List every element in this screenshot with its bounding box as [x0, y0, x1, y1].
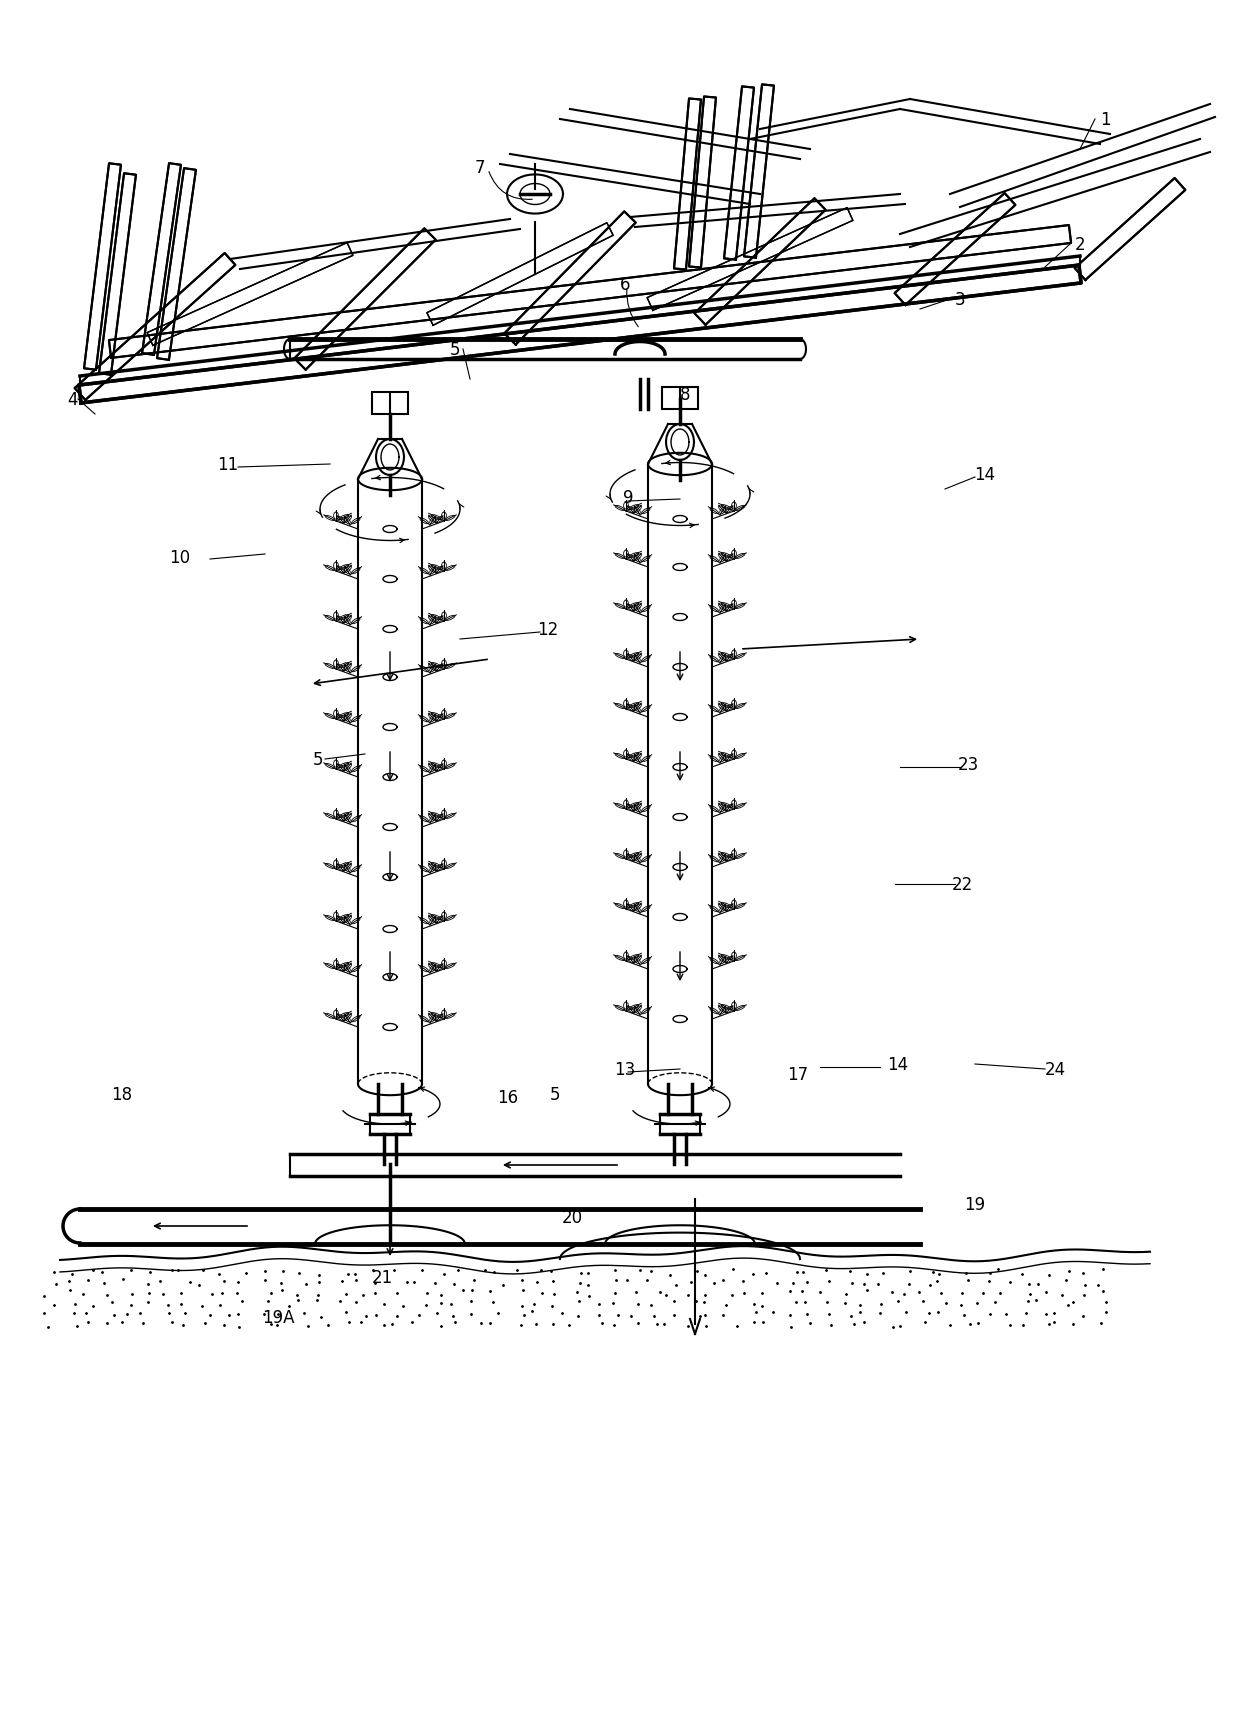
Text: 14: 14 — [975, 466, 996, 483]
Text: 14: 14 — [888, 1056, 909, 1073]
Bar — [662, 387, 698, 410]
Text: 22: 22 — [951, 876, 972, 893]
Text: 4: 4 — [67, 391, 77, 408]
Bar — [372, 393, 408, 415]
Text: 11: 11 — [217, 456, 238, 473]
Text: 24: 24 — [1044, 1061, 1065, 1078]
Text: 5: 5 — [549, 1085, 560, 1104]
Text: 19A: 19A — [262, 1308, 294, 1327]
Text: 19: 19 — [965, 1195, 986, 1214]
Text: 3: 3 — [955, 291, 965, 309]
Text: 17: 17 — [787, 1066, 808, 1083]
Text: 18: 18 — [112, 1085, 133, 1104]
Text: 8: 8 — [680, 386, 691, 405]
Text: 1: 1 — [1100, 111, 1110, 129]
Text: 13: 13 — [614, 1061, 636, 1078]
Text: 21: 21 — [371, 1268, 393, 1286]
Text: 10: 10 — [170, 548, 191, 567]
Text: 7: 7 — [475, 159, 485, 177]
Text: 2: 2 — [1075, 237, 1085, 254]
Text: 5: 5 — [312, 751, 324, 768]
Text: 20: 20 — [562, 1208, 583, 1226]
Text: 6: 6 — [620, 276, 630, 293]
Text: 16: 16 — [497, 1088, 518, 1106]
Text: 23: 23 — [957, 756, 978, 773]
Text: 5: 5 — [450, 341, 460, 358]
Text: 9: 9 — [622, 488, 634, 507]
Text: 12: 12 — [537, 620, 559, 639]
